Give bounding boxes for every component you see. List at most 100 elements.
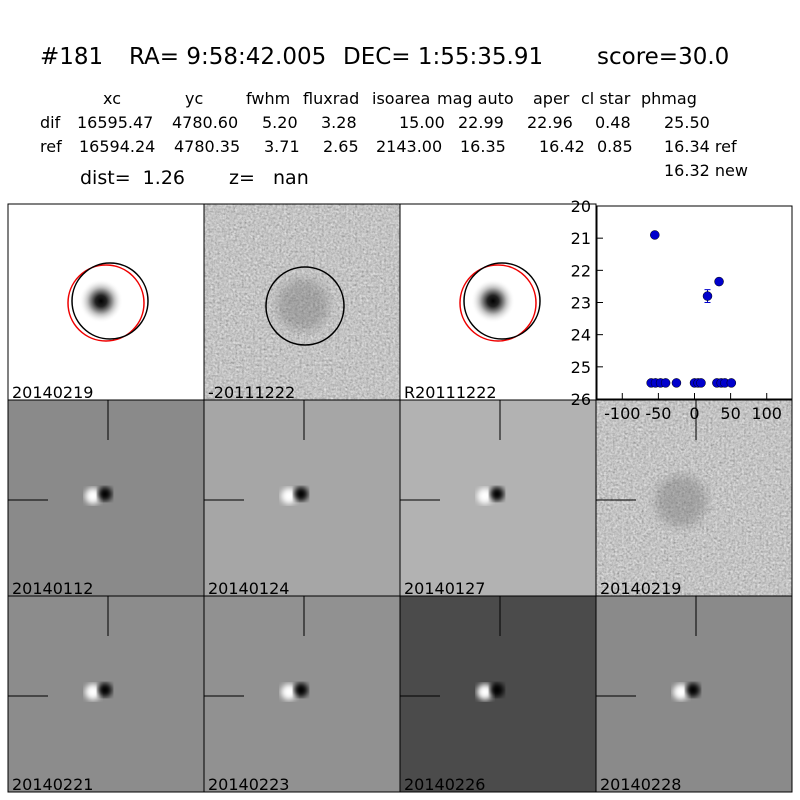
y-tick-label: 24 xyxy=(571,326,591,345)
image-panel: 20140221 xyxy=(7,595,205,794)
score: score=30.0 xyxy=(597,44,729,70)
aperture xyxy=(265,266,345,346)
column-header: fwhm xyxy=(246,89,290,108)
panel-label: 20140228 xyxy=(600,775,681,794)
x-tick-label: 0 xyxy=(689,404,699,423)
data-point xyxy=(726,378,737,388)
column-header: yc xyxy=(185,89,203,108)
plot-bg xyxy=(597,206,792,399)
dipole-dark xyxy=(294,487,308,501)
table-cell: 5.20 xyxy=(262,113,298,132)
data-point xyxy=(660,378,671,388)
column-header: aper xyxy=(533,89,570,108)
panel-label: -20111222 xyxy=(208,383,295,402)
aperture-red xyxy=(459,264,537,342)
x-tick-label: -50 xyxy=(645,404,671,423)
x-tick-label: 100 xyxy=(751,404,782,423)
panel-frame xyxy=(595,595,793,793)
dipole-dark xyxy=(490,487,504,501)
dipole-bright xyxy=(477,488,493,504)
image-panel: 20140112 xyxy=(7,399,205,598)
table-cell: 0.85 xyxy=(597,137,633,156)
source xyxy=(471,279,515,323)
panel-label: 20140219 xyxy=(600,579,681,598)
object-id: #181 xyxy=(40,44,103,70)
dec: DEC= 1:55:35.91 xyxy=(343,44,543,70)
panels: 20140219 -20111222 R20111222 20140112 201401… xyxy=(7,203,793,794)
panel-label: 20140221 xyxy=(12,775,93,794)
table-cell: 2143.00 xyxy=(376,137,442,156)
dipole-bright xyxy=(281,684,297,700)
light-curve: 20 21 22 23 24 25 26 -100 -50 0 50 100 xyxy=(571,197,793,423)
table-cell: 0.48 xyxy=(595,113,631,132)
table-cell: 3.71 xyxy=(264,137,300,156)
dipole-bright xyxy=(673,684,689,700)
table-cell: 2.65 xyxy=(323,137,359,156)
dipole-bright xyxy=(281,488,297,504)
table-cell: 15.00 xyxy=(399,113,445,132)
dist: dist= 1.26 xyxy=(80,167,185,189)
image-panel: 20140226 xyxy=(399,595,597,794)
data-point xyxy=(696,378,706,388)
aperture xyxy=(463,262,541,340)
panel-label: 20140124 xyxy=(208,579,289,598)
row-label: dif xyxy=(40,113,61,132)
panel-label: R20111222 xyxy=(404,383,497,402)
dipole-dark xyxy=(294,683,308,697)
table-cell: 22.99 xyxy=(458,113,504,132)
column-header: isoarea xyxy=(372,89,430,108)
table-cell: 16595.47 xyxy=(77,113,153,132)
table-cell: 16.42 xyxy=(539,137,585,156)
table-cell: 25.50 xyxy=(664,113,710,132)
dipole-dark xyxy=(98,487,112,501)
dipole-bright xyxy=(85,684,101,700)
aperture-red xyxy=(67,264,145,342)
table-cell: 16.34 ref xyxy=(664,137,737,156)
column-header: phmag xyxy=(641,89,697,108)
data-point xyxy=(714,276,724,287)
image-panel: -20111222 xyxy=(203,203,401,402)
column-header: cl star xyxy=(581,89,631,108)
image-panel: 20140219 xyxy=(7,203,205,402)
x-tick-label: 50 xyxy=(720,404,740,423)
y-tick-label: 23 xyxy=(571,294,591,313)
panel-label: 20140112 xyxy=(12,579,93,598)
data-point xyxy=(650,230,660,240)
residual xyxy=(277,279,329,331)
data-point xyxy=(702,291,713,301)
dipole-dark xyxy=(490,683,504,697)
image-panel: 20140127 xyxy=(399,399,597,598)
table-cell: 22.96 xyxy=(527,113,573,132)
y-tick-label: 22 xyxy=(571,261,591,280)
data-point xyxy=(671,378,682,388)
table-cell: 4780.60 xyxy=(172,113,238,132)
image-panel: 20140219 xyxy=(595,399,793,598)
image-panel: 20140228 xyxy=(595,595,793,794)
column-header: xc xyxy=(103,89,121,108)
y-tick-label: 20 xyxy=(571,197,591,216)
panel-label: 20140127 xyxy=(404,579,485,598)
row-label: ref xyxy=(40,137,62,156)
dipole-dark xyxy=(98,683,112,697)
plot-frame xyxy=(596,205,793,400)
source xyxy=(79,279,123,323)
y-tick-label: 25 xyxy=(571,358,591,377)
dipole-bright xyxy=(477,684,493,700)
table-cell: 16594.24 xyxy=(79,137,155,156)
image-panel: 20140124 xyxy=(203,399,401,598)
phmag-new: 16.32 new xyxy=(664,161,748,180)
table-cell: 16.35 xyxy=(460,137,506,156)
column-header: mag auto xyxy=(437,89,514,108)
column-header: fluxrad xyxy=(303,89,359,108)
panel-label: 20140219 xyxy=(12,383,93,402)
aperture xyxy=(71,262,149,340)
image-panel: R20111222 xyxy=(399,203,597,402)
y-tick-label: 26 xyxy=(571,390,591,409)
table-cell: 4780.35 xyxy=(174,137,240,156)
table-cell: 3.28 xyxy=(321,113,357,132)
z-value: z= nan xyxy=(229,167,309,189)
image-panel: 20140223 xyxy=(203,595,401,794)
dipole-dark xyxy=(686,683,700,697)
